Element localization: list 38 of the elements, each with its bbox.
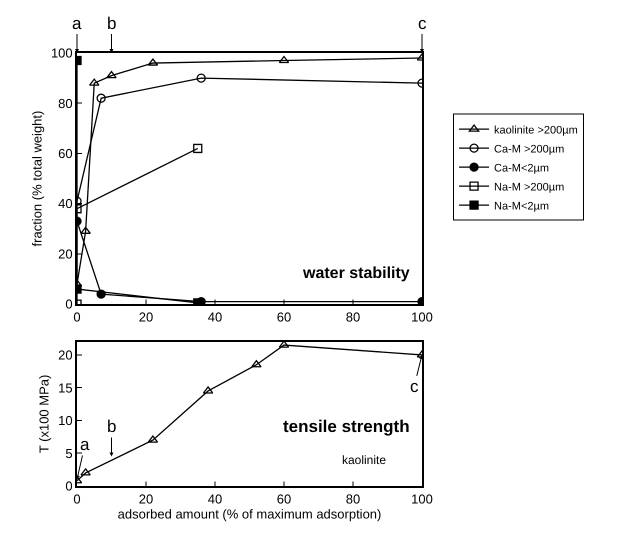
y-tick-label: 100 xyxy=(50,46,73,61)
y-tick-label: 20 xyxy=(58,246,73,262)
annotation: c xyxy=(410,377,419,396)
legend-label: kaolinite >200µm xyxy=(494,124,578,136)
annotation: b xyxy=(107,417,116,436)
y-tick-label: 40 xyxy=(58,196,73,212)
y-tick-label: 10 xyxy=(58,413,73,428)
annotation: b xyxy=(107,14,116,33)
annotation: a xyxy=(72,14,82,33)
y-tick-label: 80 xyxy=(58,96,73,111)
y-axis-title: fraction (% total weight) xyxy=(29,110,44,246)
x-tick-label: 20 xyxy=(138,309,154,324)
y-tick-label: 15 xyxy=(58,380,73,396)
x-tick-label: 100 xyxy=(411,309,433,324)
x-tick-label: 80 xyxy=(346,491,360,506)
y-tick-label: 60 xyxy=(58,146,73,162)
annotation: tensile strength xyxy=(283,417,410,436)
x-tick-label: 40 xyxy=(208,309,222,324)
y-tick-label: 5 xyxy=(65,446,73,461)
y-tick-label: 0 xyxy=(65,478,73,494)
x-tick-label: 60 xyxy=(276,309,292,324)
annotation: kaolinite xyxy=(342,453,386,467)
annotation: water stability xyxy=(302,265,410,282)
x-tick-label: 60 xyxy=(276,491,292,506)
x-tick-label: 20 xyxy=(138,491,154,506)
legend-label: Na-M >200µm xyxy=(494,181,564,194)
x-axis-title: adsorbed amount (% of maximum adsorption) xyxy=(118,506,382,522)
y-tick-label: 0 xyxy=(65,296,73,312)
y-tick-label: 20 xyxy=(58,347,73,362)
annotation: a xyxy=(80,435,90,454)
x-tick-label: 80 xyxy=(346,309,360,324)
annotation: c xyxy=(418,14,427,33)
x-tick-label: 40 xyxy=(208,491,222,506)
legend-label: Na-M<2µm xyxy=(494,200,549,212)
y-axis-title: T (x100 MPa) xyxy=(36,374,52,454)
legend-label: Ca-M<2µm xyxy=(494,162,549,174)
x-tick-label: 100 xyxy=(411,491,433,506)
legend-label: Ca-M >200µm xyxy=(494,143,564,156)
